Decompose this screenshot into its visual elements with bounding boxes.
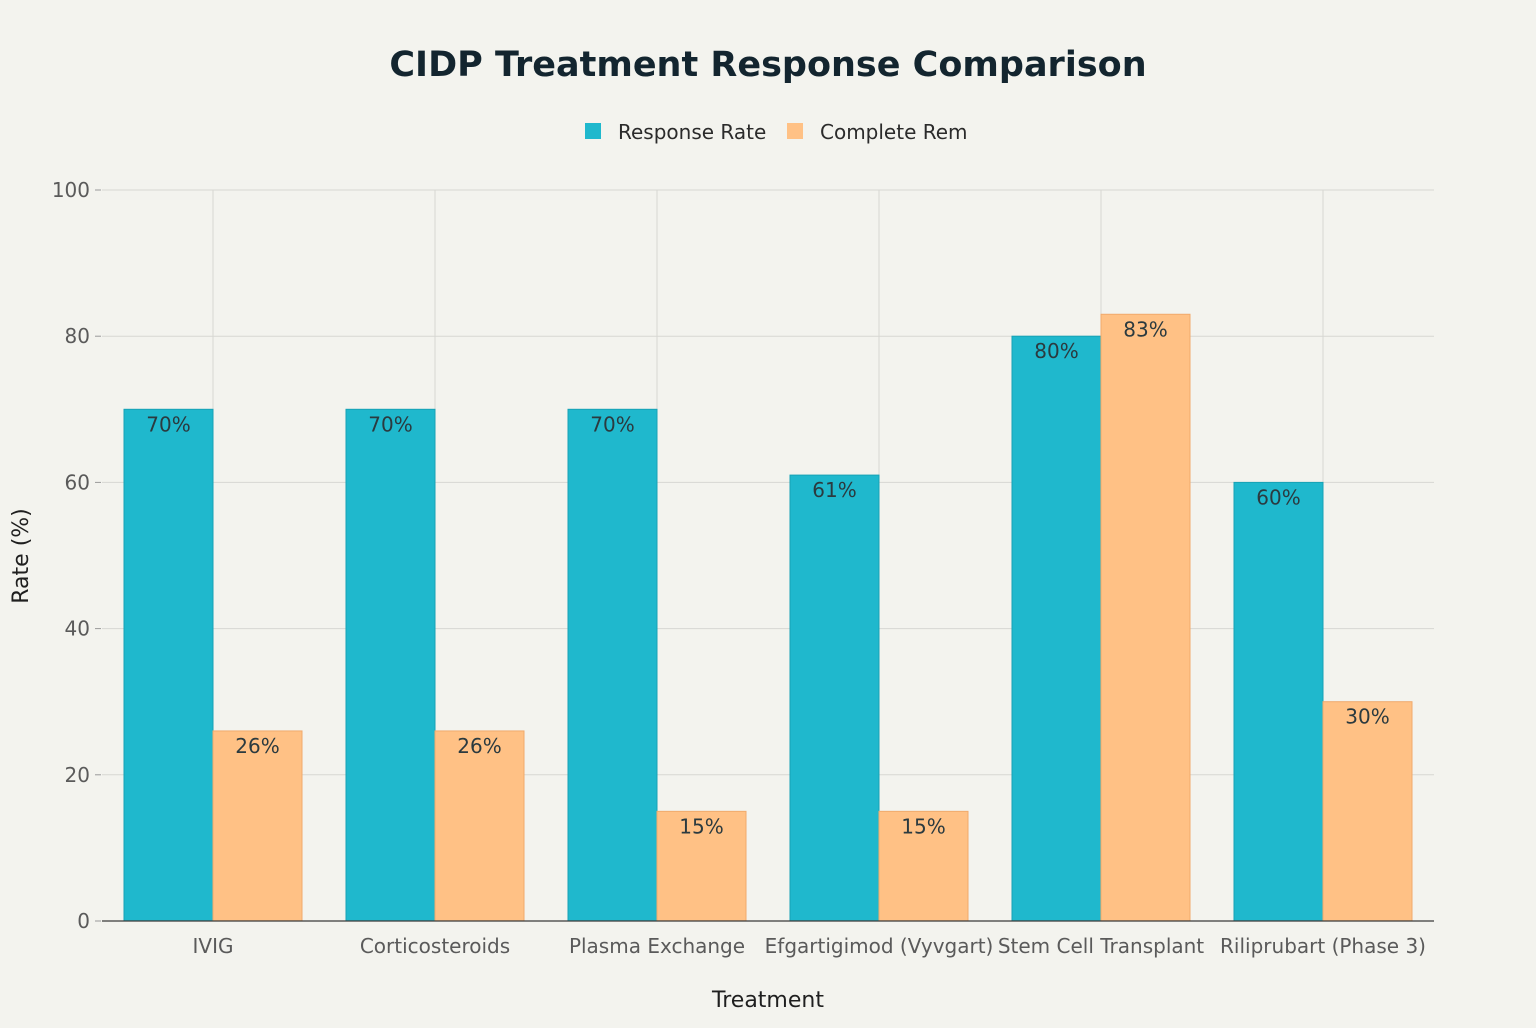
y-axis-title: Rate (%): [9, 508, 34, 604]
bar-value-label: 70%: [146, 412, 190, 436]
bar-complete-rem[interactable]: [1100, 313, 1191, 922]
x-tick-label: Efgartigimod (Vyvgart): [765, 934, 994, 958]
y-tick-label: 20: [65, 763, 90, 787]
y-tick-label: 40: [65, 617, 90, 641]
bar-response-rate[interactable]: [123, 408, 214, 922]
bar-response-rate[interactable]: [345, 408, 436, 922]
bar-value-label: 60%: [1256, 485, 1300, 509]
x-tick-label: IVIG: [193, 934, 234, 958]
bar-response-rate[interactable]: [789, 474, 880, 922]
bars: [123, 313, 1413, 922]
bar-value-label: 83%: [1123, 317, 1167, 341]
bar-response-rate[interactable]: [1011, 335, 1102, 922]
bar-complete-rem[interactable]: [212, 730, 303, 922]
bar-value-label: 26%: [457, 734, 501, 758]
legend-swatch: [585, 123, 601, 139]
bar-value-label: 80%: [1034, 339, 1078, 363]
bar-value-label: 26%: [235, 734, 279, 758]
x-axis-title: Treatment: [711, 988, 824, 1013]
bar-value-label: 15%: [679, 814, 723, 838]
x-tick-label: Riliprubart (Phase 3): [1220, 934, 1426, 958]
bar-value-label: 30%: [1345, 705, 1389, 729]
legend-item[interactable]: Complete Rem: [787, 120, 968, 144]
y-tick-label: 80: [65, 324, 90, 348]
bar-value-label: 15%: [901, 814, 945, 838]
y-tick-label: 60: [65, 470, 90, 494]
x-tick-label: Corticosteroids: [360, 934, 510, 958]
legend-item[interactable]: Response Rate: [585, 120, 766, 144]
legend-label: Response Rate: [618, 120, 766, 144]
chart-title: CIDP Treatment Response Comparison: [389, 45, 1146, 85]
x-tick-label: Stem Cell Transplant: [998, 934, 1204, 958]
bar-complete-rem[interactable]: [1322, 701, 1413, 922]
y-tick-label: 0: [77, 909, 90, 933]
bar-value-label: 70%: [368, 412, 412, 436]
bar-complete-rem[interactable]: [434, 730, 525, 922]
bar-complete-rem[interactable]: [878, 810, 969, 922]
bar-value-label: 70%: [590, 412, 634, 436]
legend-label: Complete Rem: [820, 120, 968, 144]
bar-value-label: 61%: [812, 478, 856, 502]
x-tick-label: Plasma Exchange: [569, 934, 745, 958]
legend-swatch: [787, 123, 803, 139]
bar-complete-rem[interactable]: [656, 810, 747, 922]
bar-response-rate[interactable]: [1233, 481, 1324, 922]
axes: 0 20 40 60 80 100 IVIG Corticosteroids Plasma Ex…: [52, 178, 1434, 958]
legend: Response Rate Complete Rem: [585, 120, 968, 144]
y-tick-label: 100: [52, 178, 90, 202]
data-labels: 70% 26% 70% 26% 70% 15% 61% 15% 80% 83% 60% 30%: [146, 317, 1389, 838]
bar-response-rate[interactable]: [567, 408, 658, 922]
